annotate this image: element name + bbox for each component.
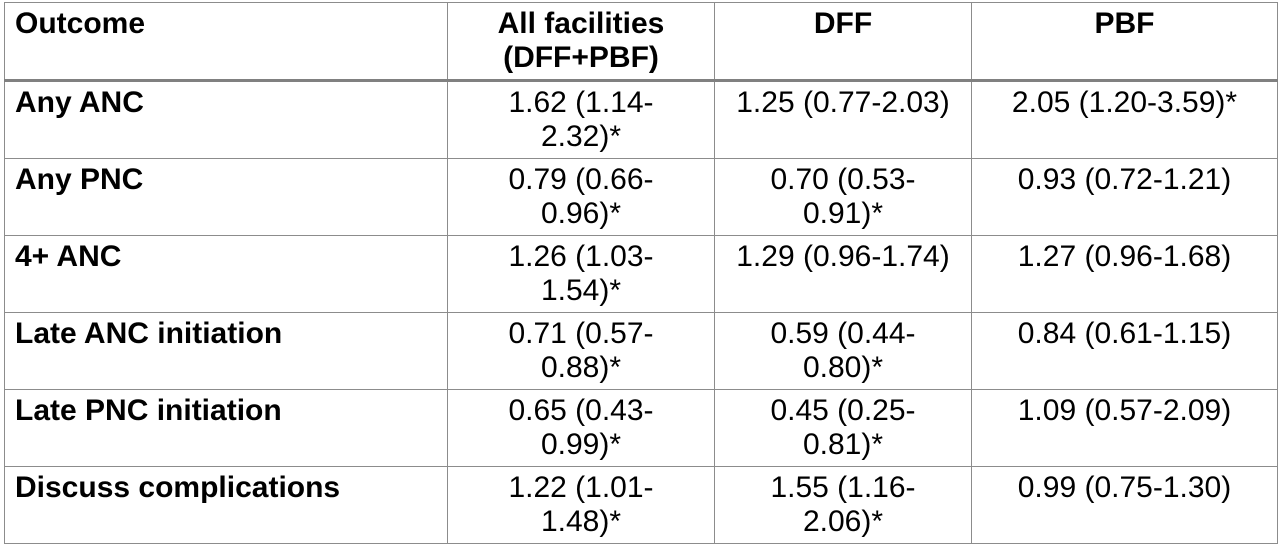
cell-dff: 1.25 (0.77-2.03) bbox=[714, 80, 972, 159]
cell-dff: 1.55 (1.16-2.06)* bbox=[714, 466, 972, 544]
cell-pbf-value: 0.93 (0.72-1.21) bbox=[1017, 163, 1232, 196]
cell-pbf: 0.99 (0.75-1.30) bbox=[971, 466, 1278, 544]
cell-dff: 0.45 (0.25-0.81)* bbox=[714, 389, 972, 467]
row-outcome: Any ANC bbox=[4, 80, 448, 159]
table-row: 4+ ANC 1.26 (1.03-1.54)* 1.29 (0.96-1.74… bbox=[4, 235, 1278, 313]
cell-dff: 1.29 (0.96-1.74) bbox=[714, 235, 972, 313]
cell-pbf-value: 1.27 (0.96-1.68) bbox=[1017, 240, 1232, 273]
row-outcome: Late PNC initiation bbox=[4, 389, 448, 467]
table-row: Any ANC 1.62 (1.14-2.32)* 1.25 (0.77-2.0… bbox=[4, 80, 1278, 159]
row-outcome: Any PNC bbox=[4, 158, 448, 236]
cell-dff-value: 0.45 (0.25-0.81)* bbox=[770, 394, 916, 461]
cell-dff-value: 1.55 (1.16-2.06)* bbox=[770, 471, 916, 538]
header-dff: DFF bbox=[714, 2, 972, 82]
header-all-facilities: All facilities (DFF+PBF) bbox=[447, 2, 715, 82]
cell-dff-value: 0.59 (0.44-0.80)* bbox=[770, 317, 916, 384]
header-outcome: Outcome bbox=[4, 2, 448, 82]
cell-pbf-value: 0.99 (0.75-1.30) bbox=[1017, 471, 1232, 504]
cell-pbf-value: 1.09 (0.57-2.09) bbox=[1017, 394, 1232, 427]
row-outcome: Discuss complications bbox=[4, 466, 448, 544]
cell-pbf: 1.27 (0.96-1.68) bbox=[971, 235, 1278, 313]
cell-all-facilities: 0.79 (0.66-0.96)* bbox=[447, 158, 715, 236]
table-header: Outcome All facilities (DFF+PBF) DFF PBF bbox=[4, 2, 1278, 82]
header-all-facilities-label: All facilities (DFF+PBF) bbox=[497, 7, 665, 74]
cell-pbf-value: 2.05 (1.20-3.59)* bbox=[1011, 86, 1238, 119]
cell-pbf: 0.93 (0.72-1.21) bbox=[971, 158, 1278, 236]
cell-dff-value: 1.25 (0.77-2.03) bbox=[736, 86, 950, 119]
cell-pbf: 1.09 (0.57-2.09) bbox=[971, 389, 1278, 467]
table-row: Discuss complications 1.22 (1.01-1.48)* … bbox=[4, 466, 1278, 544]
cell-all-facilities-value: 1.22 (1.01-1.48)* bbox=[508, 471, 654, 538]
cell-all-facilities: 0.65 (0.43-0.99)* bbox=[447, 389, 715, 467]
results-table: Outcome All facilities (DFF+PBF) DFF PBF… bbox=[4, 2, 1278, 544]
cell-all-facilities-value: 1.26 (1.03-1.54)* bbox=[508, 240, 654, 307]
cell-all-facilities-value: 0.79 (0.66-0.96)* bbox=[508, 163, 654, 230]
cell-all-facilities: 1.62 (1.14-2.32)* bbox=[447, 80, 715, 159]
cell-dff-value: 0.70 (0.53-0.91)* bbox=[770, 163, 916, 230]
cell-dff-value: 1.29 (0.96-1.74) bbox=[736, 240, 950, 273]
row-outcome: Late ANC initiation bbox=[4, 312, 448, 390]
cell-all-facilities: 1.22 (1.01-1.48)* bbox=[447, 466, 715, 544]
cell-all-facilities-value: 0.65 (0.43-0.99)* bbox=[508, 394, 654, 461]
cell-dff: 0.70 (0.53-0.91)* bbox=[714, 158, 972, 236]
table-row: Any PNC 0.79 (0.66-0.96)* 0.70 (0.53-0.9… bbox=[4, 158, 1278, 236]
cell-pbf-value: 0.84 (0.61-1.15) bbox=[1017, 317, 1232, 350]
table-row: Late PNC initiation 0.65 (0.43-0.99)* 0.… bbox=[4, 389, 1278, 467]
cell-all-facilities-value: 0.71 (0.57-0.88)* bbox=[508, 317, 654, 384]
header-pbf: PBF bbox=[971, 2, 1278, 82]
cell-dff: 0.59 (0.44-0.80)* bbox=[714, 312, 972, 390]
cell-all-facilities: 1.26 (1.03-1.54)* bbox=[447, 235, 715, 313]
table-body: Any ANC 1.62 (1.14-2.32)* 1.25 (0.77-2.0… bbox=[4, 80, 1278, 544]
header-row: Outcome All facilities (DFF+PBF) DFF PBF bbox=[4, 2, 1278, 82]
cell-pbf: 2.05 (1.20-3.59)* bbox=[971, 80, 1278, 159]
cell-all-facilities-value: 1.62 (1.14-2.32)* bbox=[508, 86, 654, 153]
cell-all-facilities: 0.71 (0.57-0.88)* bbox=[447, 312, 715, 390]
table-row: Late ANC initiation 0.71 (0.57-0.88)* 0.… bbox=[4, 312, 1278, 390]
row-outcome: 4+ ANC bbox=[4, 235, 448, 313]
cell-pbf: 0.84 (0.61-1.15) bbox=[971, 312, 1278, 390]
